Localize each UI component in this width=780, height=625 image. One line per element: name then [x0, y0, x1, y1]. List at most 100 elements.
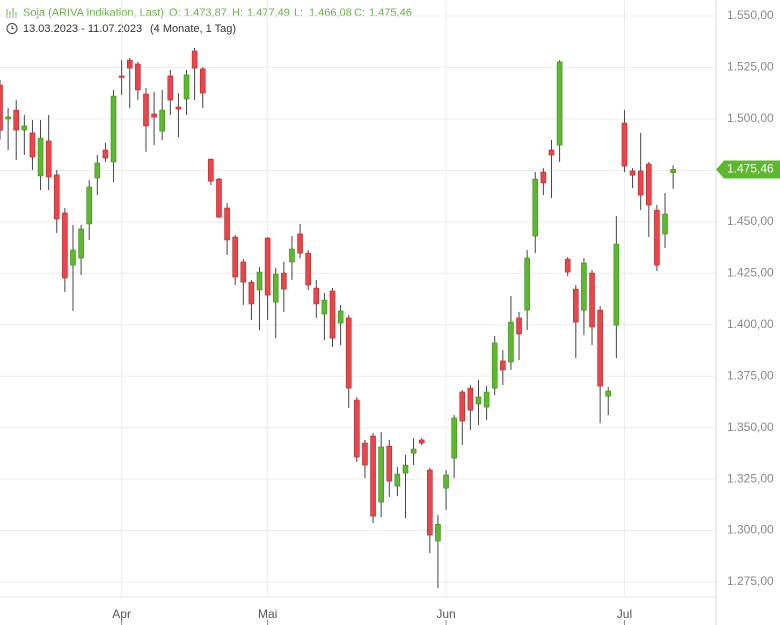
candle-body: [637, 170, 644, 196]
candle-body: [199, 68, 206, 94]
period: (4 Monate, 1 Tag): [150, 23, 236, 35]
candle-body: [645, 163, 652, 206]
candle-body: [281, 272, 287, 290]
header: [6, 8, 18, 34]
candle-body: [483, 391, 490, 408]
candle-body: [516, 317, 522, 335]
candle-body: [418, 439, 425, 444]
candle-body: [135, 63, 141, 91]
candle-body: [248, 281, 255, 305]
ohlc-value: 1.466,08: [309, 7, 352, 19]
candle-body: [451, 417, 457, 459]
clock-hands: [11, 25, 14, 29]
candle-body: [321, 299, 328, 315]
candle-body: [629, 170, 636, 176]
candle-body: [240, 261, 247, 283]
candle-body: [297, 233, 303, 254]
candle-body: [216, 178, 222, 218]
candle-body: [556, 61, 563, 146]
candle-body: [354, 399, 360, 458]
candle-body: [175, 106, 182, 110]
candle-body: [662, 213, 668, 235]
y-tick-label: 1.375,00: [727, 368, 774, 382]
candle-body: [467, 387, 474, 411]
candle-body: [613, 243, 620, 326]
candle-body: [232, 236, 238, 278]
candle-body: [62, 212, 68, 279]
candle-body: [459, 391, 466, 422]
ohlc-label: O:: [169, 7, 181, 19]
candle-body: [605, 390, 612, 397]
y-tick-label: 1.500,00: [727, 111, 774, 125]
x-tick-label: Jun: [436, 607, 455, 621]
candle-body: [670, 169, 676, 174]
y-tick-label: 1.350,00: [727, 420, 774, 434]
candle-body: [427, 469, 433, 536]
candle-body: [13, 109, 20, 131]
y-tick-label: 1.550,00: [727, 8, 774, 22]
ohlc-label: C:: [354, 7, 365, 19]
candle-body: [143, 93, 149, 127]
candle-body: [362, 442, 368, 466]
candle-body: [621, 122, 628, 167]
candle-body: [500, 360, 506, 371]
x-tick-label: Jul: [617, 607, 632, 621]
candle-body: [345, 317, 352, 389]
candle-body: [118, 75, 125, 78]
y-tick-label: 1.425,00: [727, 265, 774, 279]
candle-body: [0, 84, 3, 131]
candle-body: [508, 321, 514, 363]
ohlc-label: L:: [294, 7, 303, 19]
candle-body: [78, 228, 84, 259]
candle-body: [475, 396, 482, 405]
candle-body: [435, 523, 441, 542]
candle-body: [289, 248, 295, 263]
candle-body: [573, 288, 579, 323]
candle-body: [94, 162, 101, 179]
y-tick-label: 1.325,00: [727, 471, 774, 485]
candle-body: [102, 149, 109, 159]
candle-body: [443, 474, 449, 489]
candle-body: [313, 287, 320, 305]
candle-body: [264, 237, 271, 296]
candle-body: [402, 464, 409, 474]
candle-body: [337, 310, 344, 324]
candle-body: [272, 273, 279, 303]
candle-body: [564, 258, 571, 273]
date-range: 13.03.2023 - 11.07.2023: [23, 23, 142, 35]
candle-body: [167, 75, 174, 101]
chart-title: Soja (ARIVA Indikation, Last): [23, 7, 164, 19]
candle-body: [378, 446, 384, 503]
candle-body: [86, 186, 93, 225]
candle-body: [491, 342, 498, 389]
chart-icon: [6, 8, 17, 18]
candle-body: [532, 178, 539, 237]
candle-body: [183, 74, 190, 100]
candle-body: [581, 262, 587, 311]
ohlc-label: H:: [232, 7, 243, 19]
candle-body: [224, 207, 230, 241]
candle-body: [540, 171, 547, 184]
candle-body: [394, 473, 401, 487]
candle-body: [524, 257, 530, 311]
candle-body: [589, 272, 595, 328]
candle-body: [110, 95, 117, 163]
ohlc-value: 1.475,46: [369, 7, 412, 19]
last-price-tag: [716, 160, 780, 179]
candle-body: [70, 249, 76, 266]
clock-icon: [6, 23, 18, 34]
x-tick-label: Apr: [112, 607, 131, 621]
candle-body: [159, 109, 165, 132]
y-tick-label: 1.525,00: [727, 60, 774, 74]
candle-body: [410, 448, 417, 454]
candle-body: [305, 252, 311, 286]
candle-body: [5, 116, 11, 120]
ohlc-value: 1.477,49: [247, 7, 290, 19]
y-tick-label: 1.400,00: [727, 317, 774, 331]
last-price-label: 1.475,46: [727, 162, 774, 176]
candle-body: [21, 125, 28, 131]
candle-body: [45, 140, 52, 178]
y-tick-label: 1.300,00: [727, 523, 774, 537]
candle-body: [53, 174, 60, 220]
candle-body: [29, 132, 36, 158]
